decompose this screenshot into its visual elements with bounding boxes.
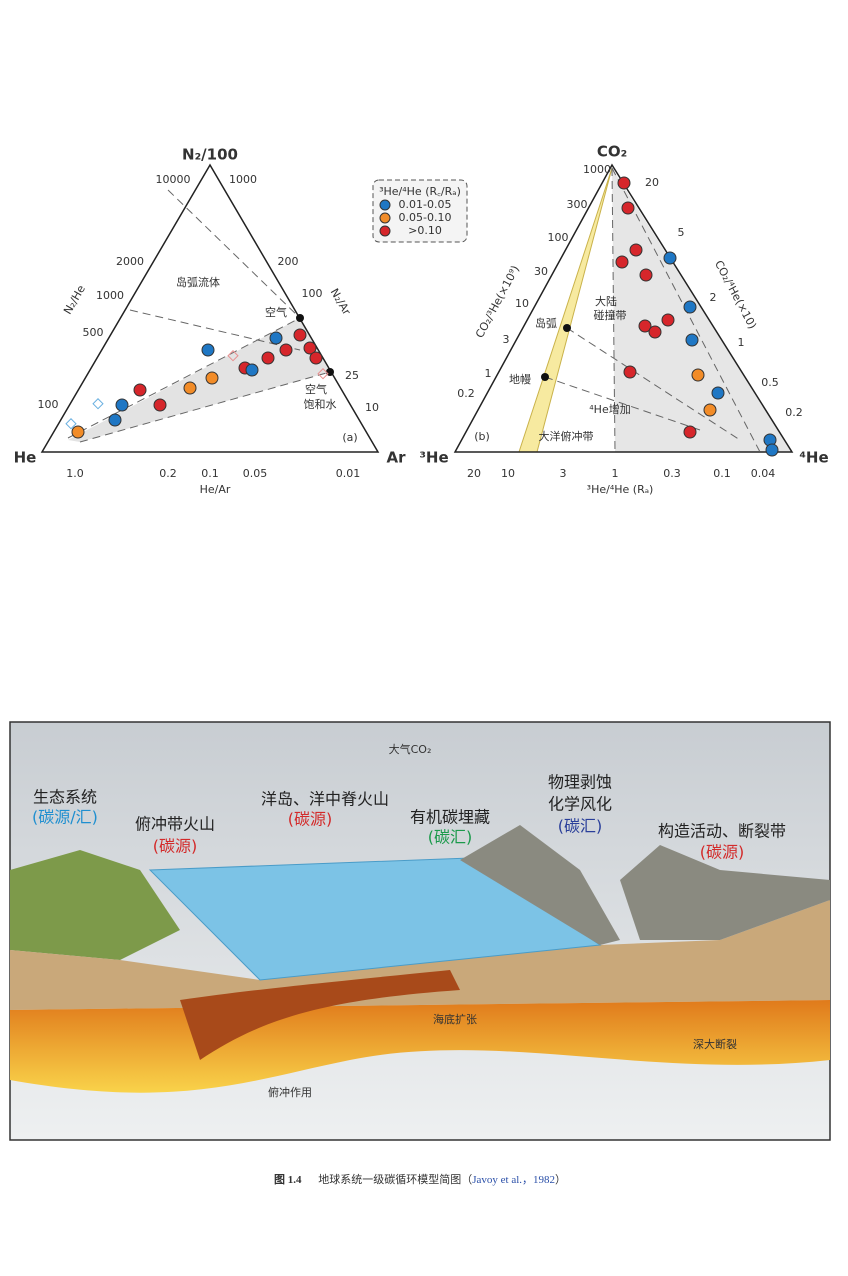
tick-label: 3 xyxy=(503,333,510,346)
tick-label: 200 xyxy=(278,255,299,268)
tick-label: 0.01 xyxy=(336,467,361,480)
legend: ³He/⁴He (R꜀/Rₐ) 0.01-0.05 0.05-0.10 >0.1… xyxy=(372,179,468,243)
markers xyxy=(71,328,323,439)
tick-label: 30 xyxy=(534,265,548,278)
markers xyxy=(615,176,779,457)
caption-text: 地球系统一级碳循环模型简图（ xyxy=(318,1172,472,1186)
corner-label: Ar xyxy=(386,449,406,467)
label: 物理剥蚀 xyxy=(548,773,612,792)
ternary-a: N₂/100 He Ar N₂/He N₂/Ar He/Ar 10000 200… xyxy=(14,146,406,497)
tick-label: 10 xyxy=(515,297,529,310)
axis-label: ³He/⁴He (Rₐ) xyxy=(587,483,654,496)
tick-label: 0.05 xyxy=(243,467,268,480)
tick-label: 1000 xyxy=(583,163,611,176)
label: (碳汇) xyxy=(558,817,603,836)
label: (碳源/汇) xyxy=(32,808,98,827)
panel-label: (b) xyxy=(474,430,490,443)
label: 化学风化 xyxy=(548,795,612,814)
corner-label: He xyxy=(14,449,37,467)
label: 海底扩张 xyxy=(433,1012,477,1026)
label: (碳汇) xyxy=(428,828,473,847)
annotation: 饱和水 xyxy=(304,397,337,411)
label: 构造活动、断裂带 xyxy=(658,822,786,841)
axis-label: N₂/He xyxy=(61,283,88,317)
annotation: 大洋俯冲带 xyxy=(539,429,594,443)
tick-label: 20 xyxy=(645,176,659,189)
annotation: 大陆 xyxy=(595,294,617,308)
tick-label: 1000 xyxy=(229,173,257,186)
annotation: 空气 xyxy=(305,382,327,396)
tick-label: 500 xyxy=(83,326,104,339)
tick-label: 3 xyxy=(560,467,567,480)
triangle xyxy=(40,163,380,453)
carbon-cycle-diagram: 大气CO₂ 生态系统 (碳源/汇) 俯冲带火山 (碳源) 洋岛、洋中脊火山 (碳… xyxy=(9,721,831,1141)
label: (碳源) xyxy=(700,843,745,862)
tick-label: 300 xyxy=(567,198,588,211)
diagram-title: 大气CO₂ xyxy=(389,742,432,756)
label: 有机碳埋藏 xyxy=(410,808,490,827)
label: (碳源) xyxy=(153,837,198,856)
tick-label: 0.5 xyxy=(761,376,779,389)
triangle xyxy=(453,163,794,453)
caption-number: 图 1.4 xyxy=(274,1173,302,1186)
tick-label: 0.2 xyxy=(159,467,177,480)
tick-label: 1.0 xyxy=(66,467,84,480)
axis-label: He/Ar xyxy=(200,483,231,496)
tick-label: 0.1 xyxy=(713,467,731,480)
tick-label: 1 xyxy=(612,467,619,480)
tick-label: 0.1 xyxy=(201,467,219,480)
panel-label: (a) xyxy=(342,431,357,444)
apex-label: N₂/100 xyxy=(182,146,238,164)
legend-item: 0.01-0.05 xyxy=(399,198,452,211)
label: 俯冲带火山 xyxy=(135,815,215,834)
legend-title: ³He/⁴He (R꜀/Rₐ) xyxy=(379,185,461,198)
corner-label: ⁴He xyxy=(799,449,828,467)
tick-label: 10 xyxy=(501,467,515,480)
corner-label: ³He xyxy=(419,449,448,467)
shaded-field xyxy=(68,318,330,442)
legend-item: >0.10 xyxy=(408,224,442,237)
label: 深大断裂 xyxy=(693,1037,737,1051)
guide-lines xyxy=(67,189,331,443)
tick-label: 25 xyxy=(345,369,359,382)
axis-label: CO₂/⁴He(×10) xyxy=(712,258,759,331)
tick-label: 10 xyxy=(365,401,379,414)
caption: 图 1.4 地球系统一级碳循环模型简图（Javoy et al.，1982） xyxy=(274,1172,566,1186)
axis-label: N₂/Ar xyxy=(328,286,354,318)
tick-label: 1 xyxy=(738,336,745,349)
annotation: 岛弧流体 xyxy=(176,275,220,289)
tick-label: 20 xyxy=(467,467,481,480)
label: 生态系统 xyxy=(33,788,97,807)
ternary-b: CO₂ ³He ⁴He CO₂/³He(×10⁹) CO₂/⁴He(×10) ³… xyxy=(419,143,828,497)
annotation: 岛弧 xyxy=(535,316,557,330)
annotation: 地幔 xyxy=(509,373,531,386)
tick-label: 1000 xyxy=(96,289,124,302)
caption-citation: Javoy et al.，1982 xyxy=(472,1174,555,1186)
annotation: 空气 xyxy=(265,305,287,319)
label: (碳源) xyxy=(288,810,333,829)
tick-label: 0.3 xyxy=(663,467,681,480)
open-markers xyxy=(65,350,329,430)
tick-label: 0.2 xyxy=(785,406,803,419)
tick-label: 2 xyxy=(710,291,717,304)
tick-label: 5 xyxy=(678,226,685,239)
legend-item: 0.05-0.10 xyxy=(399,211,452,224)
label: 洋岛、洋中脊火山 xyxy=(261,790,389,809)
tick-label: 100 xyxy=(548,231,569,244)
caption-text: ） xyxy=(555,1173,566,1186)
label: 俯冲作用 xyxy=(268,1085,312,1099)
apex-label: CO₂ xyxy=(597,143,627,161)
tick-label: 0.04 xyxy=(751,467,776,480)
tick-label: 2000 xyxy=(116,255,144,268)
tick-label: 10000 xyxy=(156,173,191,186)
annotation: 碰撞带 xyxy=(594,308,627,322)
tick-label: 1 xyxy=(485,367,492,380)
tick-label: 100 xyxy=(302,287,323,300)
tick-label: 0.2 xyxy=(457,387,475,400)
tick-label: 100 xyxy=(38,398,59,411)
annotation: ⁴He增加 xyxy=(589,402,630,416)
